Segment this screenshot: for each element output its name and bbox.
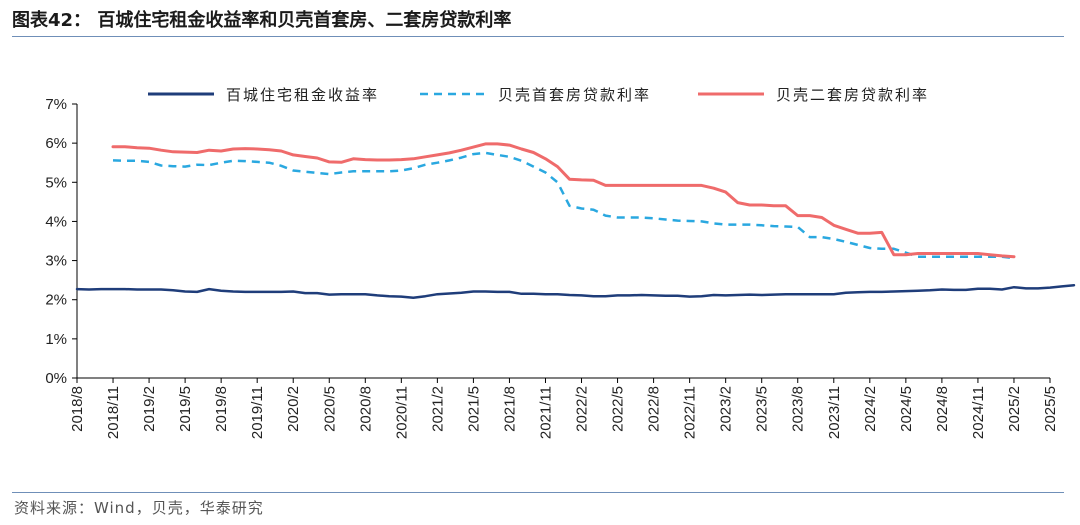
x-tick-label: 2025/5 (1042, 386, 1059, 432)
series-layer (75, 142, 1076, 300)
footer-divider (12, 492, 1064, 493)
x-tick-label: 2025/2 (1006, 386, 1023, 432)
legend-label-1: 百城住宅租金收益率 (226, 86, 379, 104)
y-tick-label: 4% (45, 213, 67, 230)
y-tick-label: 7% (45, 96, 67, 113)
x-tick-label: 2018/11 (105, 386, 122, 439)
y-tick-label: 0% (45, 370, 67, 387)
x-tick-label: 2023/11 (826, 386, 843, 439)
x-tick-label: 2022/5 (610, 386, 627, 432)
x-tick-label: 2019/2 (141, 386, 158, 432)
x-axis: 2018/8 2018/11 2019/2 2019/5 2019/8 2019/11 20… (69, 377, 1059, 439)
x-tick-label: 2019/5 (177, 386, 194, 432)
x-tick-label: 2021/5 (465, 386, 482, 432)
x-tick-label: 2020/5 (321, 386, 338, 432)
x-tick-label: 2022/2 (574, 386, 591, 432)
x-tick-label: 2024/5 (898, 386, 915, 432)
legend: 百城住宅租金收益率 贝壳首套房贷款利率 贝壳二套房贷款利率 (148, 86, 929, 104)
x-tick-label: 2023/5 (754, 386, 771, 432)
x-tick-label: 2024/8 (934, 386, 951, 432)
x-tick-label: 2023/2 (718, 386, 735, 432)
x-tick-label: 2019/8 (213, 386, 230, 432)
x-tick-label: 2024/11 (970, 386, 987, 439)
x-tick-label: 2023/8 (790, 386, 807, 432)
legend-label-3: 贝壳二套房贷款利率 (776, 86, 929, 104)
chart-title: 图表42： 百城住宅租金收益率和贝壳首套房、二套房贷款利率 (12, 10, 512, 31)
y-tick-label: 2% (45, 292, 67, 309)
y-tick-label: 1% (45, 331, 67, 348)
x-tick-label: 2020/2 (285, 386, 302, 432)
y-tick-label: 6% (45, 135, 67, 152)
series-line-2 (112, 151, 1015, 260)
x-tick-label: 2019/11 (249, 386, 266, 439)
x-tick-label: 2018/8 (69, 386, 86, 432)
y-tick-label: 5% (45, 174, 67, 191)
x-tick-label: 2021/2 (429, 386, 446, 432)
x-tick-label: 2021/11 (537, 386, 554, 439)
x-tick-label: 2022/11 (682, 386, 699, 439)
line-chart: 百城住宅租金收益率 贝壳首套房贷款利率 贝壳二套房贷款利率 0% 1% 2% 3% 4% 5%… (45, 86, 1076, 439)
source-note: 资料来源：Wind，贝壳，华泰研究 (14, 499, 264, 517)
x-tick-label: 2020/8 (357, 386, 374, 432)
y-tick-label: 3% (45, 253, 67, 270)
x-tick-label: 2024/2 (862, 386, 879, 432)
series-line-1 (75, 283, 1076, 300)
legend-label-2: 贝壳首套房贷款利率 (498, 86, 651, 104)
x-tick-label: 2021/8 (501, 386, 518, 432)
x-tick-label: 2022/8 (646, 386, 663, 432)
y-axis: 0% 1% 2% 3% 4% 5% 6% 7% (45, 96, 78, 387)
title-divider (12, 36, 1064, 37)
x-tick-label: 2020/11 (393, 386, 410, 439)
series-line-3 (111, 142, 1016, 259)
